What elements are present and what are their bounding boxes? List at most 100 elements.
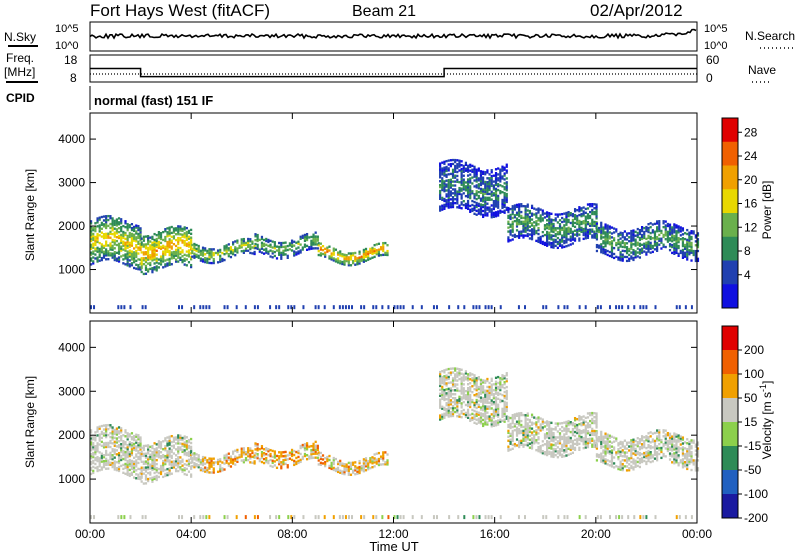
velocity-echo-cell: [578, 447, 580, 449]
velocity-echo-cell: [137, 442, 139, 444]
power-echo-cell: [469, 173, 471, 175]
power-echo-cell: [276, 249, 278, 251]
velocity-echo-cell: [576, 438, 578, 440]
velocity-echo-cell: [276, 459, 278, 461]
velocity-echo-cell: [369, 467, 371, 469]
power-echo-cell: [533, 213, 535, 215]
velocity-echo-cell: [143, 461, 145, 463]
power-echo-cell: [486, 203, 488, 205]
velocity-echo-cell: [232, 458, 234, 460]
velocity-echo-cell: [105, 424, 107, 426]
power-echo-cell: [497, 195, 499, 197]
power-echo-cell: [690, 259, 692, 261]
velocity-echo-cell: [143, 467, 145, 469]
velocity-echo-cell: [450, 411, 452, 413]
power-echo-cell: [179, 225, 181, 227]
power-echo-cell: [381, 305, 383, 309]
power-echo-cell: [120, 226, 122, 228]
velocity-echo-cell: [158, 476, 160, 478]
power-echo-cell: [497, 173, 499, 175]
power-echo-cell: [206, 258, 208, 260]
velocity-echo-cell: [546, 428, 548, 430]
velocity-echo-cell: [471, 417, 473, 419]
velocity-echo-cell: [282, 451, 284, 453]
power-echo-cell: [632, 229, 634, 231]
power-echo-cell: [622, 250, 624, 252]
power-echo-cell: [678, 253, 680, 255]
power-echo-cell: [561, 234, 563, 236]
power-echo-cell: [591, 234, 593, 236]
velocity-echo-cell: [493, 401, 495, 403]
power-echo-cell: [164, 246, 166, 248]
power-echo-cell: [596, 222, 598, 224]
velocity-echo-cell: [122, 450, 124, 452]
power-echo-cell: [469, 164, 471, 166]
power-echo-cell: [504, 167, 506, 169]
velocity-echo-cell: [234, 456, 236, 458]
power-echo-cell: [124, 232, 126, 234]
power-echo-cell: [512, 238, 514, 240]
power-echo-cell: [486, 177, 488, 179]
velocity-echo-cell: [304, 443, 306, 445]
velocity-echo-cell: [109, 452, 111, 454]
velocity-echo-cell: [546, 420, 548, 422]
velocity-echo-cell: [555, 426, 557, 428]
velocity-echo-cell: [380, 455, 382, 457]
velocity-echo-cell: [439, 414, 441, 416]
power-echo-cell: [473, 201, 475, 203]
velocity-echo-cell: [333, 467, 335, 469]
power-echo-cell: [133, 247, 135, 249]
power-echo-cell: [186, 227, 188, 229]
power-echo-cell: [637, 228, 639, 230]
velocity-echo-cell: [169, 459, 171, 461]
power-echo-cell: [243, 250, 245, 252]
velocity-echo-cell: [173, 437, 175, 439]
power-echo-cell: [448, 159, 450, 161]
velocity-echo-cell: [542, 440, 544, 442]
velocity-echo-cell: [101, 453, 103, 455]
velocity-echo-cell: [445, 402, 447, 404]
velocity-echo-cell: [478, 386, 480, 388]
velocity-echo-cell: [175, 468, 177, 470]
power-echo-cell: [171, 232, 173, 234]
power-echo-cell: [542, 231, 544, 233]
velocity-echo-cell: [542, 426, 544, 428]
power-echo-cell: [175, 258, 177, 260]
power-echo-cell: [596, 244, 598, 246]
velocity-echo-cell: [463, 373, 465, 375]
velocity-echo-cell: [122, 458, 124, 460]
power-echo-cell: [454, 188, 456, 190]
power-echo-cell: [158, 231, 160, 233]
power-echo-cell: [139, 227, 141, 229]
velocity-echo-cell: [456, 387, 458, 389]
power-echo-cell: [342, 305, 344, 309]
power-echo-cell: [320, 246, 322, 248]
power-echo-cell: [478, 195, 480, 197]
velocity-echo-cell: [458, 378, 460, 380]
power-echo-cell: [109, 231, 111, 233]
power-echo-cell: [458, 169, 460, 171]
power-echo-cell: [322, 253, 324, 255]
velocity-echo-cell: [522, 444, 524, 446]
power-echo-cell: [506, 181, 508, 183]
velocity-echo-cell: [568, 428, 570, 430]
velocity-echo-cell: [179, 434, 181, 436]
power-echo-cell: [662, 244, 664, 246]
power-echo-cell: [491, 169, 493, 171]
power-echo-cell: [495, 168, 497, 170]
power-echo-cell: [497, 183, 499, 185]
power-echo-cell: [686, 233, 688, 235]
velocity-echo-cell: [486, 386, 488, 388]
power-echo-cell: [166, 241, 168, 243]
velocity-echo-cell: [557, 450, 559, 452]
power-echo-cell: [691, 305, 693, 309]
velocity-echo-cell: [522, 414, 524, 416]
velocity-echo-cell: [557, 456, 559, 458]
velocity-echo-cell: [238, 454, 240, 456]
velocity-echo-cell: [488, 402, 490, 404]
power-echo-cell: [491, 208, 493, 210]
power-echo-cell: [488, 197, 490, 199]
power-echo-cell: [537, 233, 539, 235]
power-echo-cell: [287, 305, 289, 309]
power-echo-cell: [568, 244, 570, 246]
